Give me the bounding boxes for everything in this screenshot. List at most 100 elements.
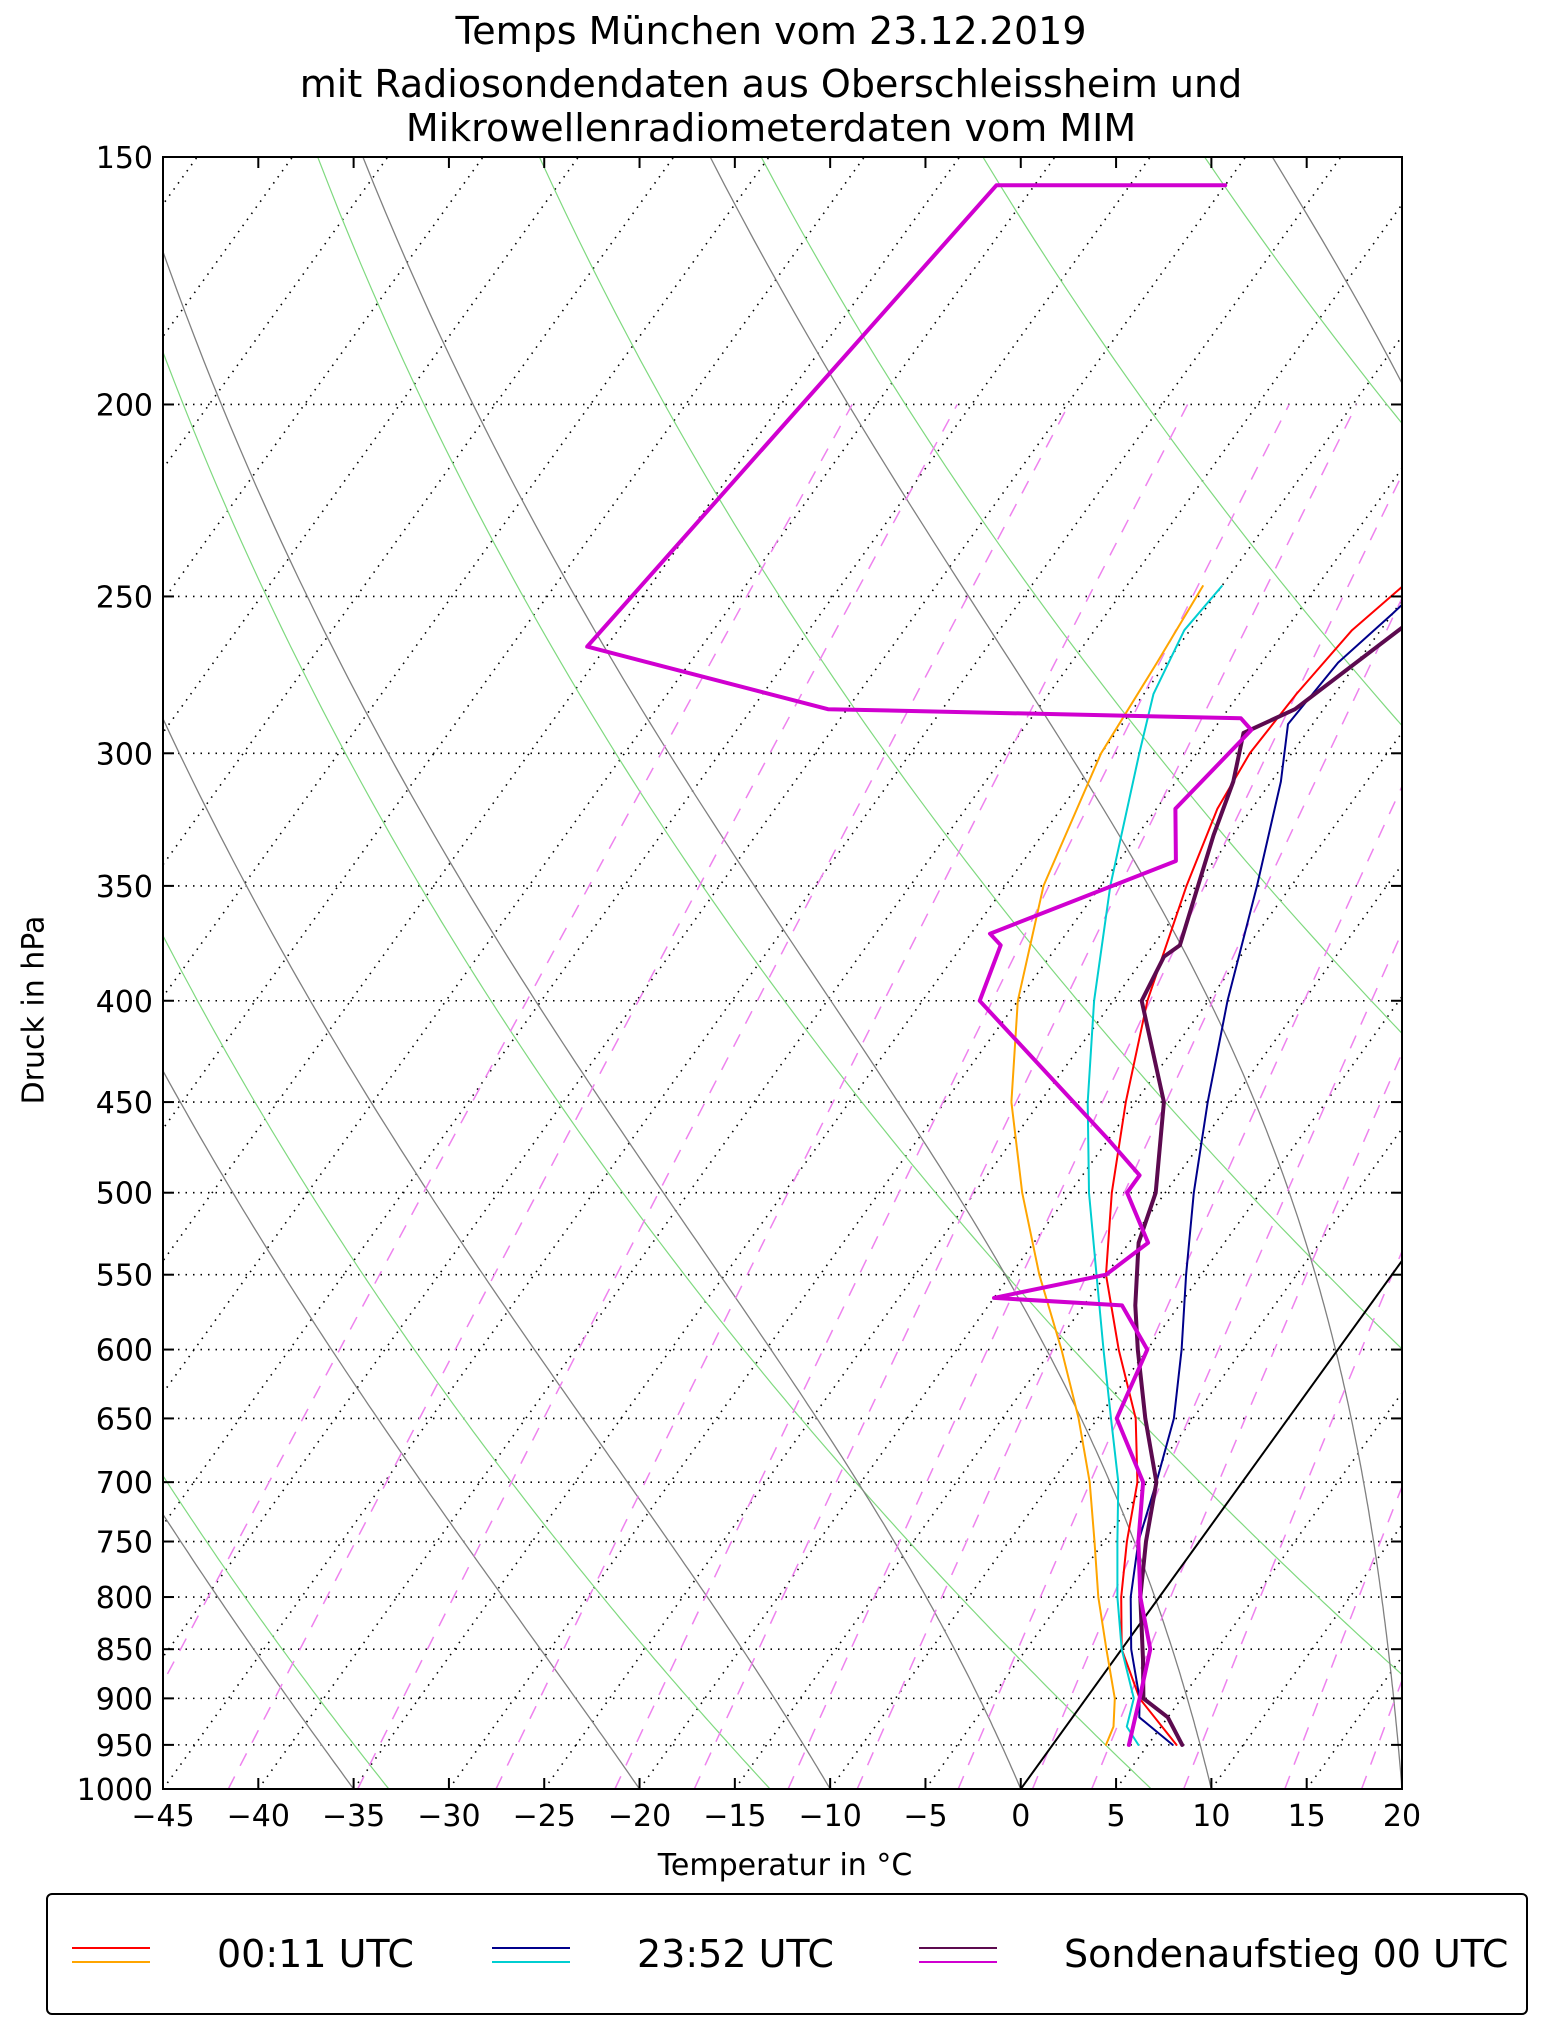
- legend: 00:11 UTC 23:52 UTC Sondenaufstieg 00 UT…: [46, 1893, 1528, 2015]
- x-tick-label: 10: [1192, 1799, 1230, 1834]
- dry-adiabat-line: [1426, 157, 1542, 1789]
- y-tick-label: 500: [96, 1177, 153, 1212]
- isotherm-gridline: [1497, 157, 1542, 1789]
- isotherm-gridline: [1115, 1391, 1402, 1789]
- legend-label: 00:11 UTC: [217, 1932, 414, 1976]
- moist-adiabat-line: [163, 1513, 355, 1789]
- y-tick-label: 950: [96, 1729, 153, 1764]
- x-tick-label: −5: [903, 1799, 947, 1834]
- isotherm-gridline: [163, 157, 770, 999]
- plot-frame: [162, 156, 1403, 1790]
- x-tick-label: 0: [1011, 1799, 1030, 1834]
- x-tick-label: 15: [1288, 1799, 1326, 1834]
- series-line-5: [1133, 625, 1402, 1747]
- x-tick-label: −30: [417, 1799, 480, 1834]
- mixing-ratio-line: [1492, 405, 1542, 1790]
- zero-degree-isotherm: [1019, 1259, 1402, 1789]
- isotherm-gridline: [163, 157, 389, 470]
- isotherm-gridline: [163, 157, 1151, 1527]
- x-tick-label: −15: [703, 1799, 766, 1834]
- chart-title-line-2: mit Radiosondendaten aus Oberschleisshei…: [299, 62, 1243, 106]
- x-tick-label: −25: [513, 1799, 576, 1834]
- isotherm-gridline: [1210, 1523, 1402, 1789]
- moist-adiabat-line: [362, 157, 1213, 1789]
- y-tick-label: 900: [96, 1682, 153, 1717]
- moist-adiabat-line: [163, 1069, 641, 1789]
- legend-swatch-dewpoint: [72, 1961, 150, 1963]
- dry-adiabat-line: [1204, 157, 1402, 425]
- chart-title-line-1: Temps München vom 23.12.2019: [455, 9, 1087, 53]
- dry-adiabat-line: [163, 1474, 390, 1789]
- y-tick-label: 1000: [77, 1773, 153, 1808]
- x-tick-label: −10: [798, 1799, 861, 1834]
- x-tick-label: −20: [608, 1799, 671, 1834]
- moist-adiabat-line: [163, 717, 831, 1789]
- isotherm-gridline: [163, 157, 1056, 1395]
- x-tick-label: 20: [1383, 1799, 1421, 1834]
- mixing-ratio-line: [1091, 1051, 1402, 1789]
- isotherm-gridline: [163, 157, 580, 734]
- isotherm-gridline: [0, 157, 7, 1789]
- series-line-4: [1086, 585, 1223, 1746]
- legend-swatch-temperature: [919, 1947, 997, 1949]
- dry-adiabat-line: [317, 157, 1402, 1676]
- dry-adiabat-line: [163, 350, 1152, 1789]
- y-tick-label: 650: [96, 1402, 153, 1437]
- legend-swatch-dewpoint: [492, 1961, 570, 1963]
- isotherm-gridline: [257, 202, 1402, 1789]
- isotherm-gridline: [543, 599, 1402, 1789]
- y-tick-label: 800: [96, 1581, 153, 1616]
- x-tick-label: −35: [322, 1799, 385, 1834]
- isotherm-gridline: [829, 995, 1402, 1789]
- mixing-ratio-line: [227, 404, 958, 1789]
- isotherm-gridline: [1401, 1787, 1402, 1789]
- legend-label: 23:52 UTC: [637, 1932, 834, 1976]
- legend-swatch-temperature: [492, 1947, 570, 1949]
- mixing-ratio-line: [1183, 1249, 1402, 1789]
- y-tick-label: 250: [96, 580, 153, 615]
- y-tick-label: 700: [96, 1466, 153, 1501]
- y-axis-label: Druck in hPa: [16, 915, 52, 1105]
- x-tick-label: −40: [227, 1799, 290, 1834]
- y-tick-label: 300: [96, 737, 153, 772]
- moist-adiabat-line: [709, 157, 1402, 1789]
- isotherm-gridline: [163, 157, 1247, 1659]
- y-tick-label: 850: [96, 1633, 153, 1668]
- isotherm-gridline: [1306, 1655, 1402, 1789]
- mixing-ratio-line: [787, 473, 1402, 1789]
- moist-adiabat-line: [163, 249, 1022, 1789]
- legend-swatch-dewpoint: [919, 1961, 997, 1963]
- y-tick-label: 550: [96, 1259, 153, 1294]
- isotherm-gridline: [734, 863, 1402, 1789]
- dry-adiabat-line: [538, 157, 1402, 1350]
- x-tick-label: −45: [131, 1799, 194, 1834]
- legend-label: Sondenaufstieg 00 UTC: [1064, 1932, 1509, 1976]
- mixing-ratio-line: [856, 596, 1402, 1789]
- y-tick-label: 400: [96, 985, 153, 1020]
- x-tick-label: 5: [1107, 1799, 1126, 1834]
- y-tick-label: 350: [96, 870, 153, 905]
- series-line-3: [1129, 603, 1402, 1746]
- mixing-ratio-line: [957, 784, 1402, 1789]
- isotherm-gridline: [163, 157, 865, 1131]
- series-line-2: [1010, 585, 1204, 1746]
- isotherm-gridline: [163, 157, 961, 1263]
- series-line-1: [1105, 585, 1402, 1746]
- mixing-ratio-line: [163, 404, 853, 1685]
- mixing-ratio-line: [1031, 930, 1402, 1789]
- mixing-ratio-line: [1360, 1678, 1402, 1789]
- moist-adiabat-line: [1271, 157, 1402, 385]
- series-line-6: [585, 183, 1254, 1747]
- y-tick-label: 450: [96, 1086, 153, 1121]
- isotherm-gridline: [163, 157, 1342, 1789]
- plot-area: [0, 157, 1542, 1790]
- x-axis-label: Temperatur in °C: [657, 1848, 913, 1883]
- mixing-ratio-line: [1424, 405, 1542, 1790]
- mixing-ratio-line: [614, 404, 1290, 1789]
- mixing-ratio-line: [1284, 1484, 1402, 1789]
- legend-swatch-temperature: [72, 1947, 150, 1949]
- isotherm-gridline: [638, 731, 1402, 1789]
- y-tick-label: 150: [96, 141, 153, 176]
- dry-adiabat-line: [163, 934, 771, 1789]
